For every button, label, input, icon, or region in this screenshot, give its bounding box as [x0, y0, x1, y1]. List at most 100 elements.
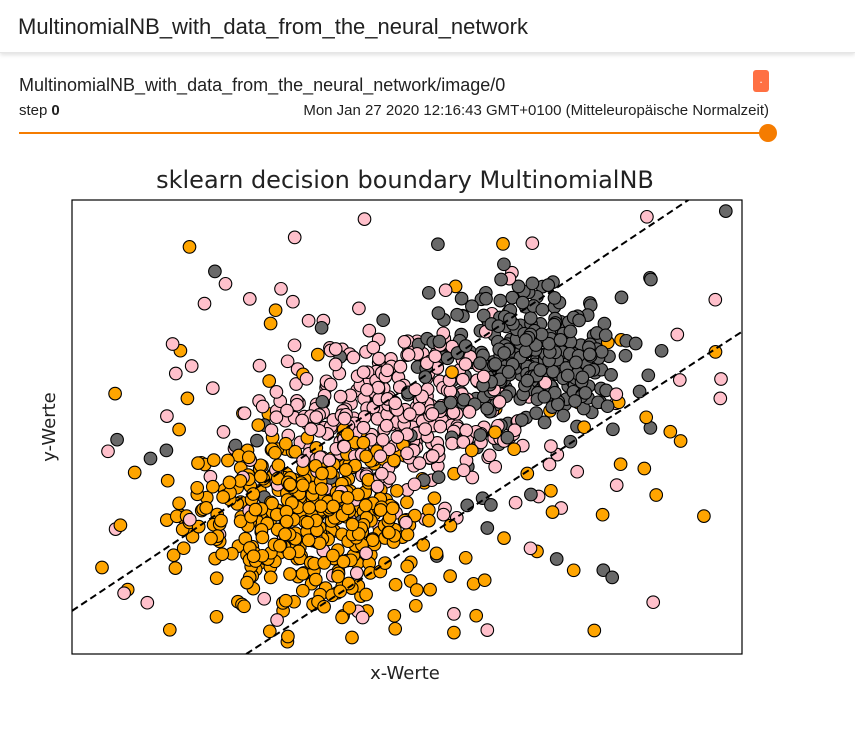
data-point: [492, 395, 507, 409]
data-point: [242, 292, 257, 306]
data-point: [127, 465, 142, 480]
data-point: [358, 498, 373, 513]
data-point: [309, 410, 324, 424]
data-point: [95, 560, 109, 575]
data-point: [281, 629, 295, 644]
chart-title: sklearn decision boundary MultinomialNB: [156, 166, 654, 194]
data-point: [273, 538, 287, 553]
top-bar: MultinomialNB_with_data_from_the_neural_…: [0, 0, 855, 53]
data-point: [351, 527, 366, 541]
data-point: [248, 502, 263, 517]
data-point: [432, 334, 447, 349]
data-point: [480, 401, 495, 416]
data-point: [582, 347, 597, 362]
data-point: [673, 434, 688, 448]
data-point: [399, 515, 413, 530]
data-point: [326, 548, 340, 563]
data-point: [409, 583, 424, 597]
data-point: [525, 236, 540, 251]
data-point: [288, 444, 303, 459]
data-point: [462, 405, 477, 419]
data-point: [697, 509, 711, 523]
step-slider[interactable]: [19, 124, 777, 142]
data-point: [556, 408, 571, 423]
data-point: [400, 527, 415, 542]
data-point: [628, 336, 643, 351]
data-point: [390, 430, 405, 444]
data-point: [110, 432, 124, 447]
data-point: [172, 496, 186, 511]
data-point: [447, 607, 461, 621]
data-point: [315, 466, 329, 481]
data-point: [218, 276, 233, 291]
slider-thumb[interactable]: [759, 124, 777, 142]
data-point: [523, 541, 538, 556]
data-point: [143, 451, 158, 466]
data-point: [268, 303, 283, 318]
data-point: [373, 503, 388, 517]
data-point: [287, 338, 302, 353]
data-point: [479, 291, 493, 306]
data-point: [445, 436, 459, 451]
data-point: [473, 428, 488, 442]
data-point: [372, 351, 386, 366]
data-point: [221, 453, 235, 468]
data-point: [388, 396, 403, 411]
data-point: [464, 443, 479, 458]
data-point: [253, 469, 268, 484]
data-point: [251, 418, 266, 432]
data-point: [428, 349, 443, 364]
data-point: [412, 456, 427, 470]
data-point: [408, 598, 423, 613]
data-point: [182, 240, 197, 254]
data-point: [375, 432, 390, 447]
data-point: [421, 285, 436, 300]
card-menu-button[interactable]: .: [753, 70, 769, 92]
data-point: [286, 294, 300, 309]
data-point: [315, 394, 330, 409]
data-point: [301, 533, 316, 548]
data-point: [341, 576, 356, 591]
data-point: [438, 283, 453, 298]
data-point: [191, 456, 205, 470]
data-point: [713, 391, 728, 406]
data-point: [595, 507, 610, 522]
data-point: [140, 595, 155, 610]
data-point: [566, 563, 581, 578]
data-point: [544, 483, 558, 498]
data-point: [278, 436, 293, 451]
data-point: [255, 399, 270, 414]
data-point: [436, 507, 451, 522]
data-point: [252, 358, 267, 373]
data-point: [542, 457, 557, 472]
data-point: [222, 475, 237, 490]
data-point: [480, 623, 495, 637]
data-point: [572, 313, 586, 328]
data-point: [352, 301, 366, 316]
data-point: [308, 572, 323, 587]
x-axis-label: x-Werte: [370, 663, 440, 684]
data-point: [639, 410, 654, 425]
data-point: [317, 556, 332, 570]
data-point: [456, 463, 471, 478]
image-card: MultinomialNB_with_data_from_the_neural_…: [19, 52, 779, 732]
data-point: [450, 307, 464, 322]
data-point: [205, 479, 220, 494]
data-point: [454, 291, 469, 306]
data-point: [328, 357, 343, 372]
data-point: [356, 365, 371, 380]
data-point: [497, 531, 511, 545]
data-point: [515, 295, 530, 310]
data-point: [609, 478, 624, 492]
slider-track[interactable]: [19, 132, 769, 134]
data-point: [529, 406, 544, 420]
data-point: [216, 425, 231, 439]
data-point: [263, 316, 278, 331]
data-point: [393, 359, 408, 374]
data-point: [718, 204, 733, 218]
data-point: [443, 395, 458, 410]
data-point: [708, 292, 723, 307]
scatter-chart: sklearn decision boundary MultinomialNB …: [39, 166, 743, 684]
data-point: [587, 623, 602, 638]
data-point: [182, 512, 197, 527]
